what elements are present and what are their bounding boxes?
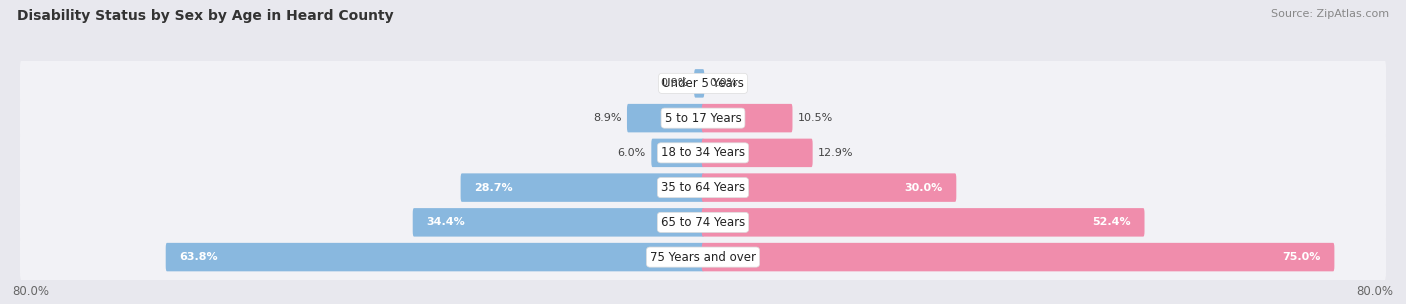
Text: Under 5 Years: Under 5 Years — [662, 77, 744, 90]
FancyBboxPatch shape — [461, 173, 704, 202]
Text: 30.0%: 30.0% — [904, 183, 942, 193]
Text: 0.0%: 0.0% — [710, 78, 738, 88]
Text: 10.5%: 10.5% — [799, 113, 834, 123]
Text: 5 to 17 Years: 5 to 17 Years — [665, 112, 741, 125]
FancyBboxPatch shape — [627, 104, 704, 132]
FancyBboxPatch shape — [702, 243, 1334, 271]
FancyBboxPatch shape — [20, 59, 1386, 108]
Text: 6.0%: 6.0% — [617, 148, 645, 158]
FancyBboxPatch shape — [166, 243, 704, 271]
Text: 34.4%: 34.4% — [426, 217, 465, 227]
FancyBboxPatch shape — [702, 139, 813, 167]
Text: 8.9%: 8.9% — [593, 113, 621, 123]
FancyBboxPatch shape — [20, 198, 1386, 247]
FancyBboxPatch shape — [20, 233, 1386, 282]
FancyBboxPatch shape — [20, 163, 1386, 212]
Text: 28.7%: 28.7% — [474, 183, 513, 193]
Text: 63.8%: 63.8% — [180, 252, 218, 262]
Text: Source: ZipAtlas.com: Source: ZipAtlas.com — [1271, 9, 1389, 19]
FancyBboxPatch shape — [702, 104, 793, 132]
Text: 12.9%: 12.9% — [818, 148, 853, 158]
Text: 35 to 64 Years: 35 to 64 Years — [661, 181, 745, 194]
FancyBboxPatch shape — [695, 69, 704, 98]
FancyBboxPatch shape — [651, 139, 704, 167]
Text: 52.4%: 52.4% — [1092, 217, 1130, 227]
Text: 75 Years and over: 75 Years and over — [650, 250, 756, 264]
Text: 65 to 74 Years: 65 to 74 Years — [661, 216, 745, 229]
FancyBboxPatch shape — [702, 208, 1144, 237]
Text: 0.9%: 0.9% — [661, 78, 689, 88]
Text: 75.0%: 75.0% — [1282, 252, 1320, 262]
Text: 18 to 34 Years: 18 to 34 Years — [661, 146, 745, 159]
FancyBboxPatch shape — [20, 93, 1386, 143]
FancyBboxPatch shape — [413, 208, 704, 237]
FancyBboxPatch shape — [702, 173, 956, 202]
FancyBboxPatch shape — [20, 128, 1386, 178]
Text: Disability Status by Sex by Age in Heard County: Disability Status by Sex by Age in Heard… — [17, 9, 394, 23]
